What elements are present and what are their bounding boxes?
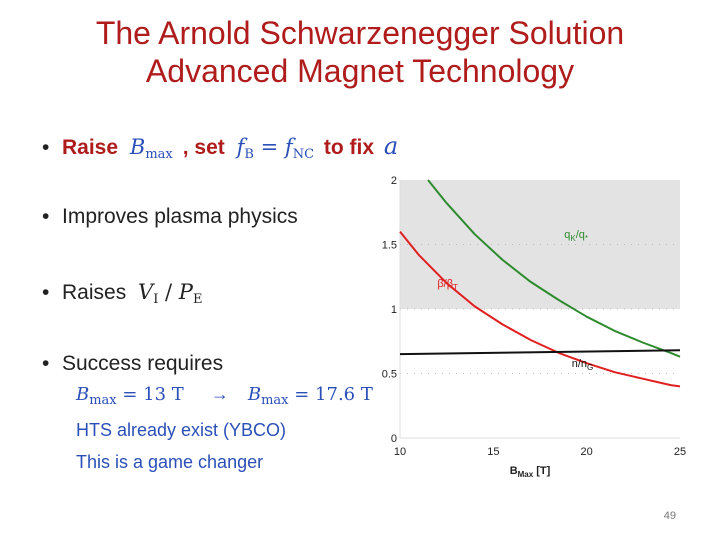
- series-label: β/βT: [437, 278, 458, 292]
- x-tick-label: 15: [487, 446, 499, 458]
- math-vi-over-pe: VI / PE: [138, 280, 203, 307]
- arrow-icon: →: [210, 384, 229, 404]
- bullet-dot: •: [42, 281, 50, 304]
- subitem-bmax-values: Bmax = 13 T → Bmax = 17.6 T: [76, 384, 373, 408]
- series-line: [399, 349, 681, 356]
- bullet-to-fix-word: to fix: [323, 136, 375, 159]
- bullet-text: Improves plasma physics: [62, 205, 298, 228]
- series-label: n/nG: [572, 358, 594, 372]
- bullet-raises-vi-pe: • Raises VI / PE: [42, 280, 202, 307]
- series-line: [399, 230, 681, 388]
- x-tick-label: 10: [394, 446, 406, 458]
- axis-ticks: 10 15 20 25 0 0.5 1 1.5 2: [382, 175, 686, 458]
- y-tick-label: 1: [391, 304, 397, 316]
- series-labels: qK/q* β/βT n/nG: [437, 229, 593, 372]
- series-label: qK/q*: [564, 229, 588, 243]
- subitem-hts: HTS already exist (YBCO): [76, 420, 287, 440]
- x-axis-label: BMax [T]: [510, 465, 551, 479]
- math-fb-eq-fnc: fB = fNC: [236, 135, 315, 162]
- bmax-chart: 10 15 20 25 0 0.5 1 1.5 2 qK/q* β/βT n/nG BMax [T]: [382, 175, 686, 479]
- x-tick-label: 20: [581, 446, 593, 458]
- math-a: a: [383, 132, 399, 160]
- y-tick-label: 2: [391, 175, 397, 187]
- math-bmax-17-6: Bmax = 17.6 T: [247, 384, 373, 408]
- bullet-success-requires: • Success requires: [42, 352, 223, 376]
- subitem-game-changer: This is a game changer: [76, 452, 264, 472]
- x-tick-label: 25: [674, 446, 686, 458]
- bullet-plasma-physics: • Improves plasma physics: [42, 205, 298, 229]
- slide-title: The Arnold Schwarzenegger Solution Advan…: [0, 14, 720, 90]
- page-number: 49: [663, 510, 676, 522]
- title-line-2: Advanced Magnet Technology: [145, 53, 575, 89]
- series-line: [427, 179, 681, 358]
- bullet-dot: •: [42, 352, 50, 375]
- grid-dots: [400, 244, 680, 374]
- y-tick-label: 0: [391, 433, 397, 445]
- title-line-1: The Arnold Schwarzenegger Solution: [95, 15, 625, 51]
- math-bmax: Bmax: [129, 135, 173, 162]
- bullet-dot: •: [42, 136, 50, 159]
- series-lines: [399, 179, 681, 388]
- y-tick-label: 0.5: [382, 369, 397, 381]
- bullet-raise-word: Raise: [62, 136, 119, 159]
- math-bmax-13: Bmax = 13 T: [76, 384, 184, 408]
- bullet-dot: •: [42, 205, 50, 228]
- bullet-set-word: , set: [182, 136, 225, 159]
- y-tick-label: 1.5: [382, 240, 397, 252]
- bullet-text: Raises: [62, 281, 127, 304]
- axis-lines: [399, 180, 680, 439]
- bullet-text: Success requires: [62, 352, 224, 375]
- bullet-raise-bmax: • Raise Bmax , set fB = fNC to fix a: [42, 132, 398, 162]
